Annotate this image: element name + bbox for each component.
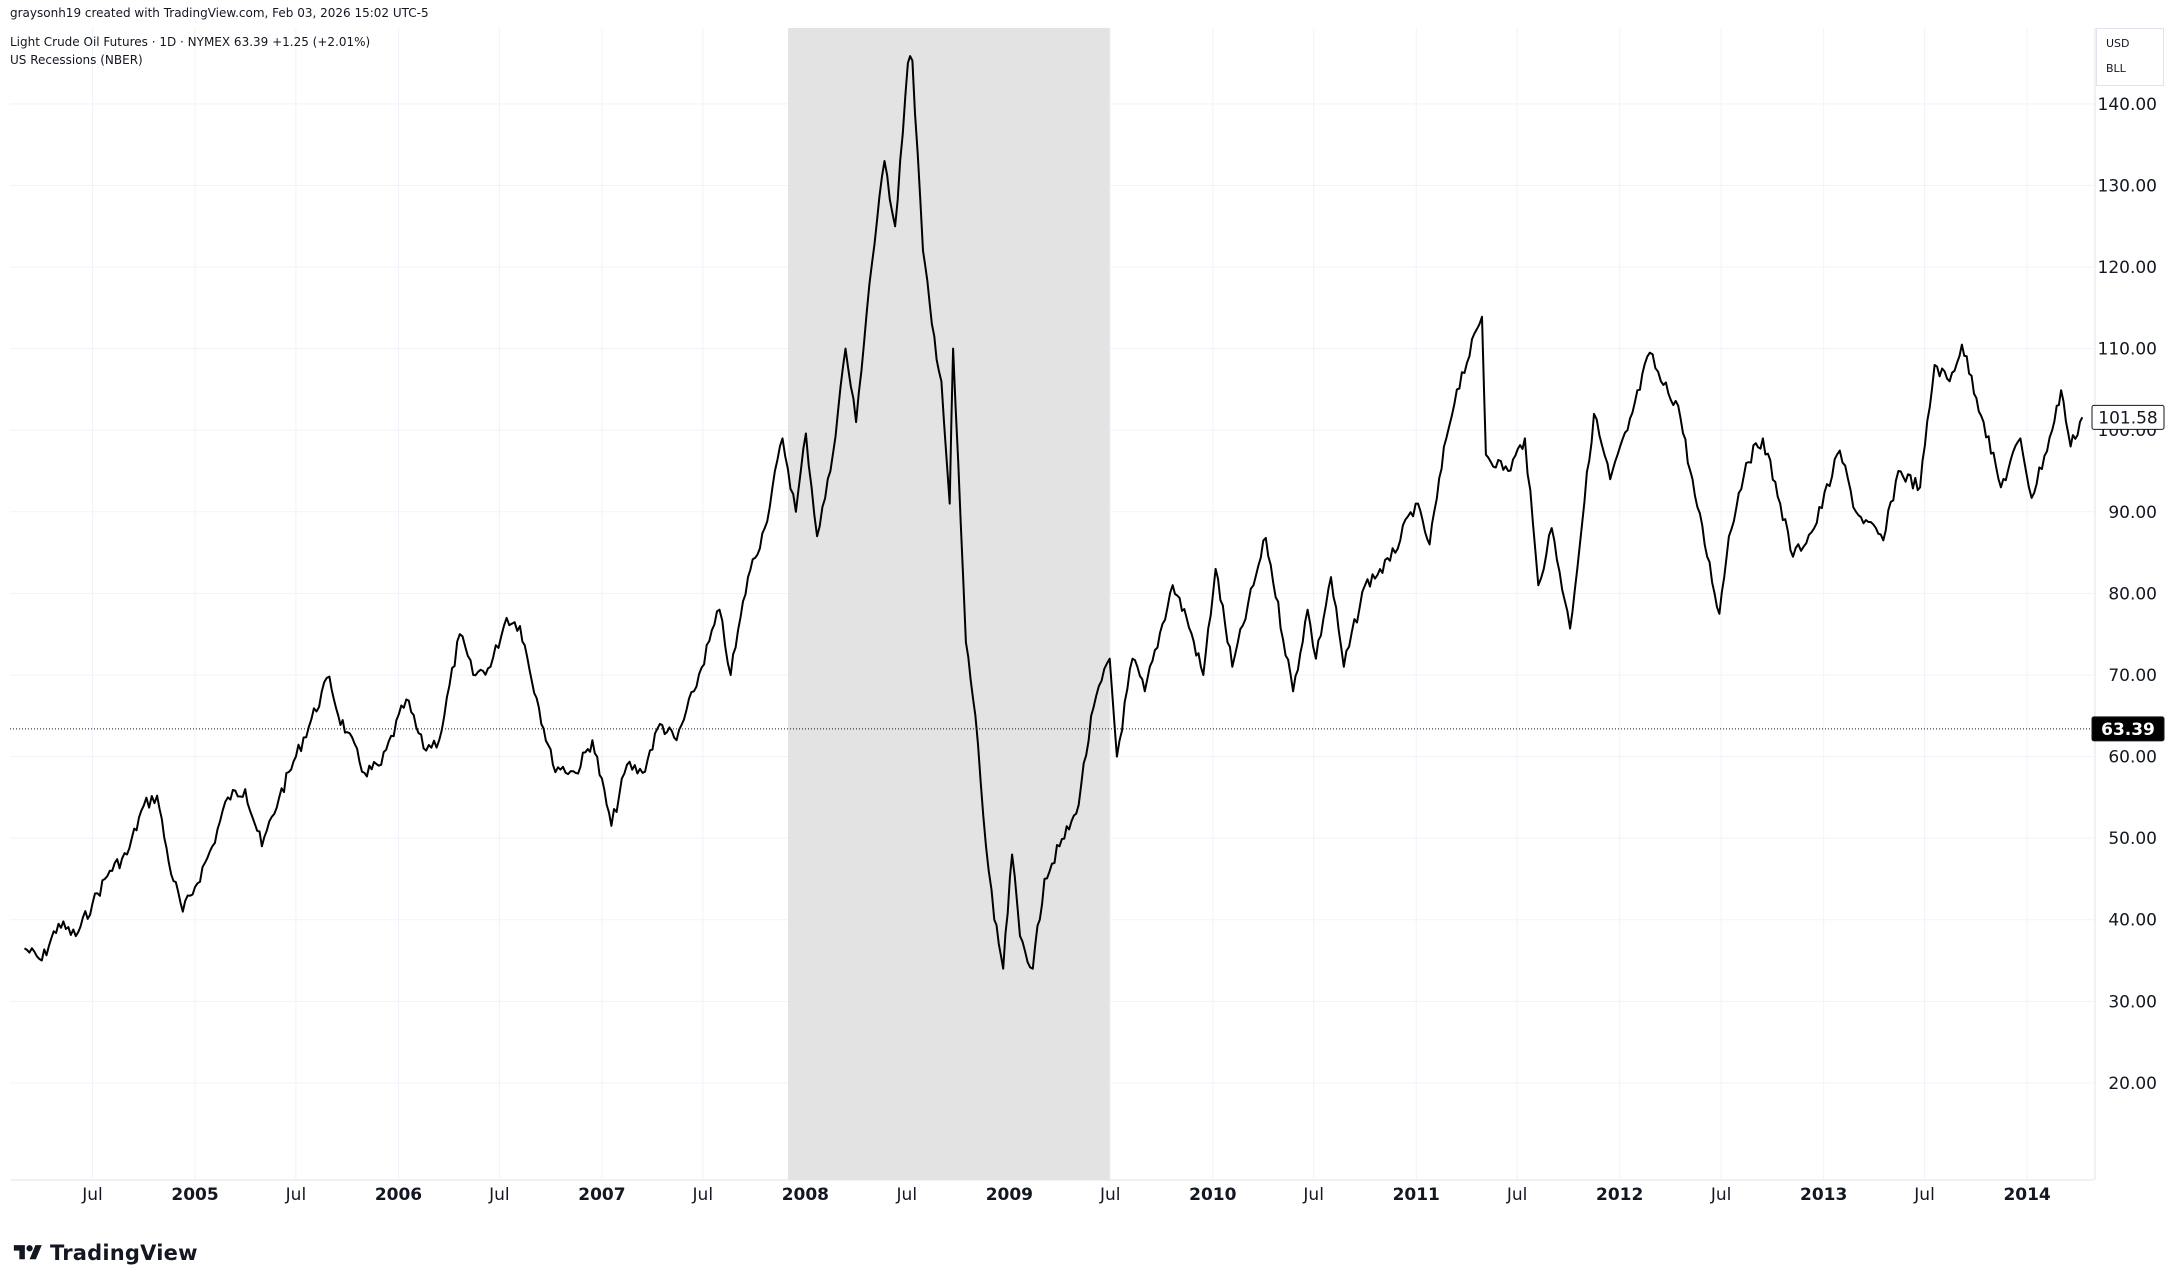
current-price-label: 63.39 [2101, 720, 2155, 740]
y-axis[interactable]: 20.00 30.00 40.00 50.00 60.00 70.00 80.00 90.00… [2098, 95, 2157, 1094]
unit-label[interactable]: BLL [2106, 62, 2126, 75]
x-tick-label: 2010 [1189, 1185, 1236, 1205]
x-tick-label: Jul [1099, 1185, 1121, 1205]
x-tick-label: 2005 [171, 1185, 218, 1205]
y-tick-label: 130.00 [2098, 176, 2157, 196]
tradingview-logo-icon [13, 1245, 42, 1260]
y-tick-label: 50.00 [2108, 829, 2157, 849]
price-labels: 101.58 63.39 [2091, 404, 2165, 742]
x-tick-label: 2007 [578, 1185, 625, 1205]
y-tick-label: 120.00 [2098, 258, 2157, 278]
tradingview-logo[interactable]: TradingView [12, 1240, 198, 1266]
x-tick-label: Jul [1506, 1185, 1528, 1205]
series-line [23, 55, 2084, 970]
x-tick-label: Jul [1302, 1185, 1324, 1205]
x-tick-label: Jul [692, 1185, 714, 1205]
y-tick-label: 140.00 [2098, 95, 2157, 115]
legend-indicator[interactable]: US Recessions (NBER) [10, 53, 143, 67]
y-tick-label: 60.00 [2108, 748, 2157, 768]
y-tick-label: 70.00 [2108, 666, 2157, 686]
x-tick-label: 2013 [1800, 1185, 1847, 1205]
axis-frame [10, 28, 2096, 1181]
y-tick-label: 90.00 [2108, 503, 2157, 523]
x-tick-label: 2009 [986, 1185, 1033, 1205]
currency-unit-selector[interactable]: USD BLL [2096, 28, 2164, 86]
x-tick-label: 2011 [1393, 1185, 1440, 1205]
series-layer [23, 55, 2084, 970]
current-price-badge [2091, 716, 2165, 742]
y-tick-label: 30.00 [2108, 992, 2157, 1012]
currency-label[interactable]: USD [2106, 37, 2130, 50]
chart-credit: graysonh19 created with TradingView.com,… [10, 6, 429, 20]
x-tick-label: Jul [1710, 1185, 1732, 1205]
last-price-badge [2091, 404, 2165, 430]
x-tick-label: Jul [488, 1185, 510, 1205]
x-tick-label: 2012 [1596, 1185, 1643, 1205]
y-tick-label: 40.00 [2108, 911, 2157, 931]
y-tick-label: 20.00 [2108, 1074, 2157, 1094]
x-tick-label: 2014 [2003, 1185, 2050, 1205]
x-tick-label: 2006 [375, 1185, 422, 1205]
x-axis[interactable]: Jul 2005 Jul 2006 Jul 2007 Jul 2008 Jul 2009 Jul 20… [81, 1185, 2051, 1205]
tradingview-logo-text: TradingView [50, 1241, 198, 1265]
x-tick-label: Jul [896, 1185, 918, 1205]
x-tick-label: Jul [81, 1185, 103, 1205]
y-tick-label: 110.00 [2098, 340, 2157, 360]
x-tick-label: Jul [285, 1185, 307, 1205]
legend-symbol-info[interactable]: Light Crude Oil Futures · 1D · NYMEX 63.… [10, 35, 371, 49]
x-tick-label: 2008 [782, 1185, 829, 1205]
recession-shading-layer [788, 28, 1110, 1180]
last-price-label: 101.58 [2098, 408, 2157, 428]
y-tick-label: 80.00 [2108, 584, 2157, 604]
x-tick-label: Jul [1913, 1185, 1935, 1205]
recession-band [788, 28, 1110, 1180]
